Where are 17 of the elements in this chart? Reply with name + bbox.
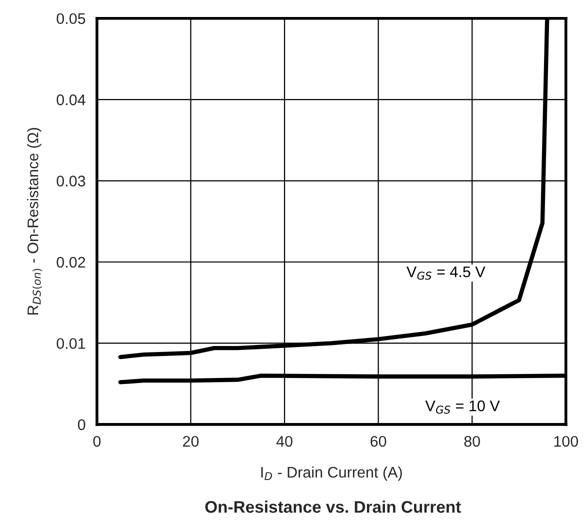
series-label: V$_{GS}$ = 10 V bbox=[425, 400, 500, 414]
text: On-Resistance vs. Drain Current bbox=[205, 500, 461, 513]
y-tick-label: 0.04 bbox=[56, 94, 86, 106]
y-tick-label: 0.05 bbox=[56, 13, 86, 24]
x-tick-label: 0 bbox=[93, 436, 101, 447]
x-tick-label: 40 bbox=[276, 436, 292, 447]
y-axis-title: R$_{DS(on)}$ - On-Resistance (Ω) bbox=[27, 128, 42, 315]
x-tick-label: 80 bbox=[464, 436, 480, 447]
x-tick-label: 100 bbox=[554, 436, 578, 447]
y-tick-label: 0.02 bbox=[56, 256, 86, 268]
y-tick-label: 0 bbox=[78, 419, 86, 430]
text: V$_{GS}$ = 4.5 V bbox=[406, 266, 486, 280]
x-tick-label: 60 bbox=[370, 436, 386, 447]
y-tick-label: 0.03 bbox=[56, 176, 86, 186]
x-axis-title: I$_{D}$ - Drain Current (A) bbox=[261, 466, 402, 481]
y-tick-label: 0.01 bbox=[56, 338, 86, 349]
x-tick-label: 20 bbox=[183, 436, 199, 447]
